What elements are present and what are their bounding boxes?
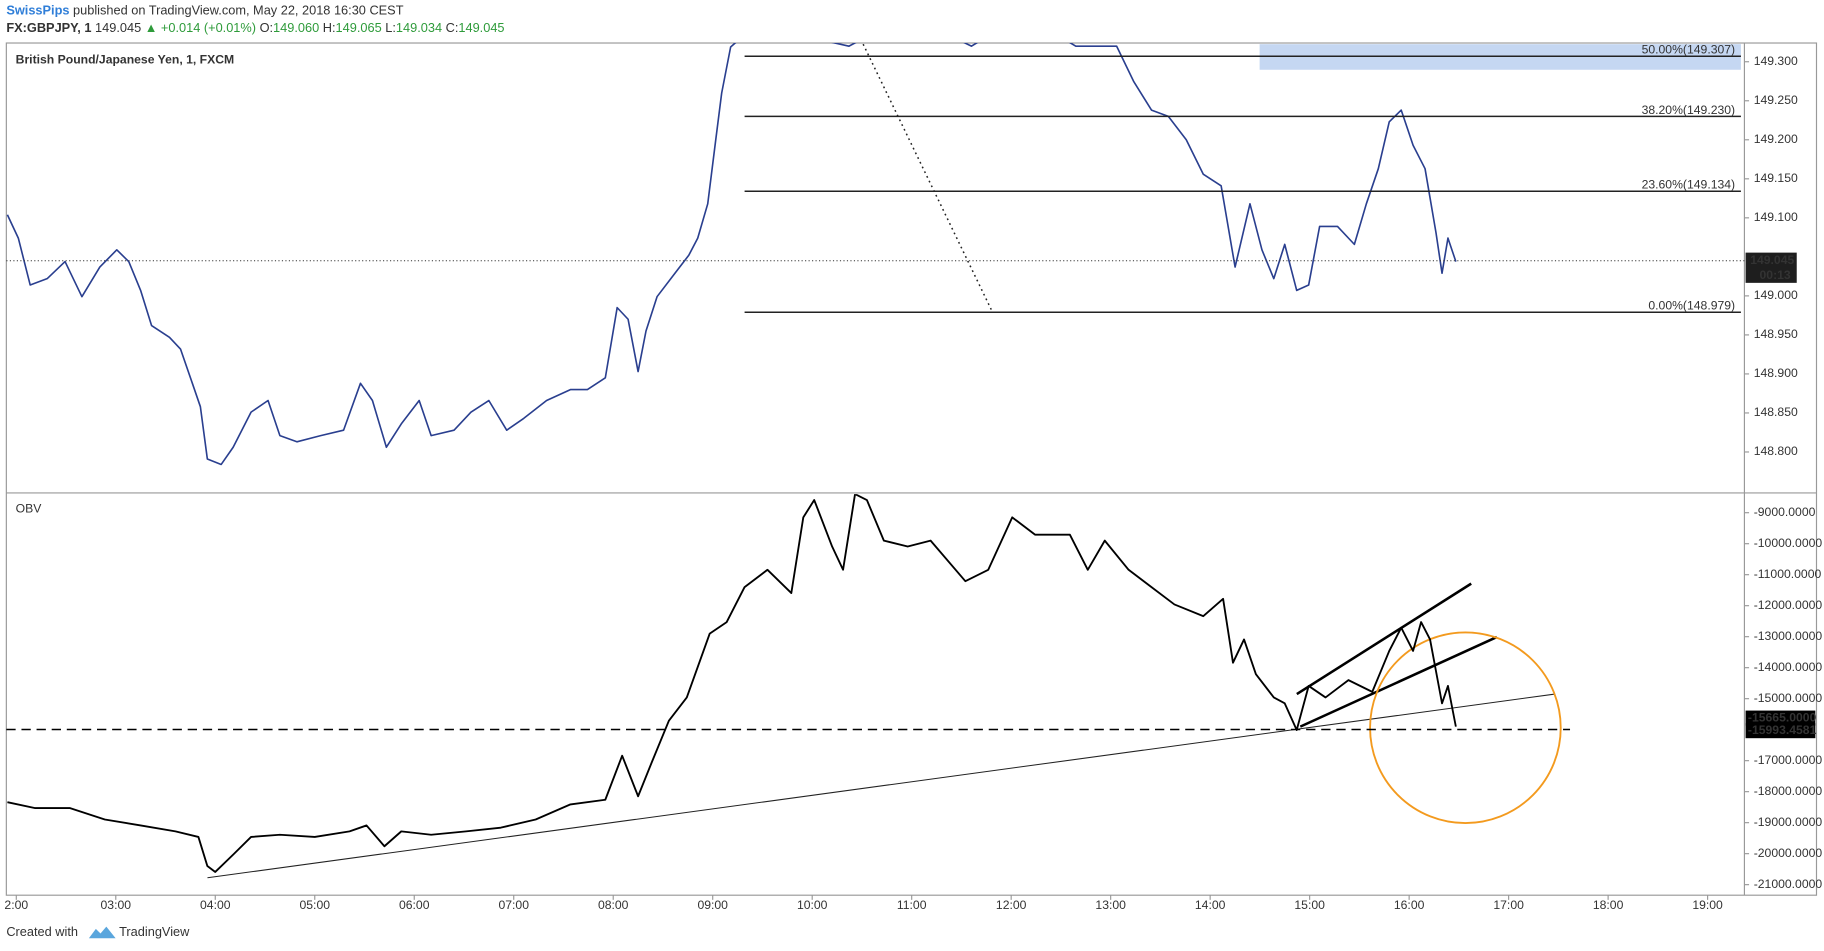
x-tick-label: 19:00 [1692,898,1723,912]
last-price-box [1745,252,1797,283]
obv-channel-top [1296,582,1472,696]
level-box [1745,723,1816,739]
x-tick-label: 17:00 [1493,898,1524,912]
obv-pane-title: OBV [16,501,43,515]
x-tick-label: 14:00 [1195,898,1226,912]
x-tick-label: 18:00 [1593,898,1624,912]
y-tick-label: 149.100 [1754,210,1798,224]
x-tick-label: 2:00 [4,898,28,912]
header-line-2: FX:GBPJPY, 1 149.045 ▲ +0.014 (+0.01%) O… [6,20,504,35]
highlight-circle [1369,631,1562,825]
y-tick-label: 148.900 [1754,366,1798,380]
y-tick-label: -20000.0000 [1754,846,1823,860]
y-tick-label: -11000.0000 [1754,567,1822,581]
ohlc-value: 149.060 [273,20,319,35]
ohlc-key: O: [260,20,273,35]
level-box [1745,710,1816,726]
y-tick-label: 149.200 [1754,132,1798,146]
fib-label: 50.00%(149.307) [1642,43,1736,57]
y-tick-label: -14000.0000 [1754,660,1823,674]
last: 149.045 [95,20,141,35]
y-tick-label: -13000.0000 [1754,629,1823,643]
ohlc-key: C: [446,20,459,35]
fib-label: 0.00%(148.979) [1648,299,1735,313]
y-tick-label: -10000.0000 [1754,536,1823,550]
y-tick-label: -17000.0000 [1754,753,1823,767]
published: published on TradingView.com, May 22, 20… [73,3,404,18]
level-label: -15993.4581 [1748,723,1817,737]
footer-text: Created with [6,924,78,939]
series-line [7,494,1457,873]
x-tick-label: 16:00 [1394,898,1425,912]
fib-label: 23.60%(149.134) [1642,178,1736,192]
countdown: 00:13 [1760,268,1791,282]
x-tick-label: 12:00 [996,898,1027,912]
y-tick-label: 149.300 [1754,54,1798,68]
frame [5,42,1818,896]
x-tick-label: 11:00 [897,898,927,912]
footer-brand[interactable]: TradingView [119,924,190,939]
y-tick-label: 148.850 [1754,405,1798,419]
pane-0 [6,43,1457,466]
x-tick-label: 05:00 [300,898,331,912]
pane-1 [7,494,1457,873]
trend-dotted [862,43,993,312]
header-line-1: SwissPips published on TradingView.com, … [6,3,403,18]
fib-label: 38.20%(149.230) [1642,103,1736,117]
x-tick-label: 08:00 [598,898,629,912]
x-tick-label: 04:00 [200,898,231,912]
y-tick-label: -15000.0000 [1754,691,1823,705]
y-tick-label: 148.950 [1754,327,1798,341]
y-tick-label: 149.000 [1754,288,1798,302]
y-tick-label: 149.250 [1754,93,1798,107]
y-tick-label: 149.150 [1754,171,1798,185]
y-tick-label: -9000.0000 [1754,505,1816,519]
author[interactable]: SwissPips [6,3,69,18]
x-tick-label: 09:00 [697,898,728,912]
last-price-label: 149.045 [1750,253,1794,267]
ohlc-key: L: [385,20,396,35]
y-tick-label: -21000.0000 [1754,877,1823,891]
x-tick-label: 03:00 [101,898,132,912]
y-tick-label: -19000.0000 [1754,815,1823,829]
series-line [6,43,1457,466]
ohlc-key: H: [323,20,336,35]
y-tick-label: 148.800 [1754,444,1798,458]
x-tick-label: 10:00 [797,898,828,912]
ohlc-value: 149.034 [396,20,442,35]
symbol: FX:GBPJPY, 1 [6,20,91,35]
ohlc-value: 149.065 [336,20,382,35]
obv-channel-bottom [1299,635,1498,728]
tv-logo [88,926,116,939]
y-tick-label: -18000.0000 [1754,784,1823,798]
change: ▲ +0.014 (+0.01%) [145,20,256,35]
x-tick-label: 13:00 [1095,898,1126,912]
x-tick-label: 06:00 [399,898,430,912]
ohlc-value: 149.045 [458,20,504,35]
y-tick-label: -12000.0000 [1754,598,1823,612]
price-pane-title: British Pound/Japanese Yen, 1, FXCM [16,53,235,67]
x-tick-label: 15:00 [1294,898,1325,912]
level-label: -15665.0000 [1748,710,1817,724]
x-tick-label: 07:00 [498,898,529,912]
obv-trendline [207,693,1555,879]
